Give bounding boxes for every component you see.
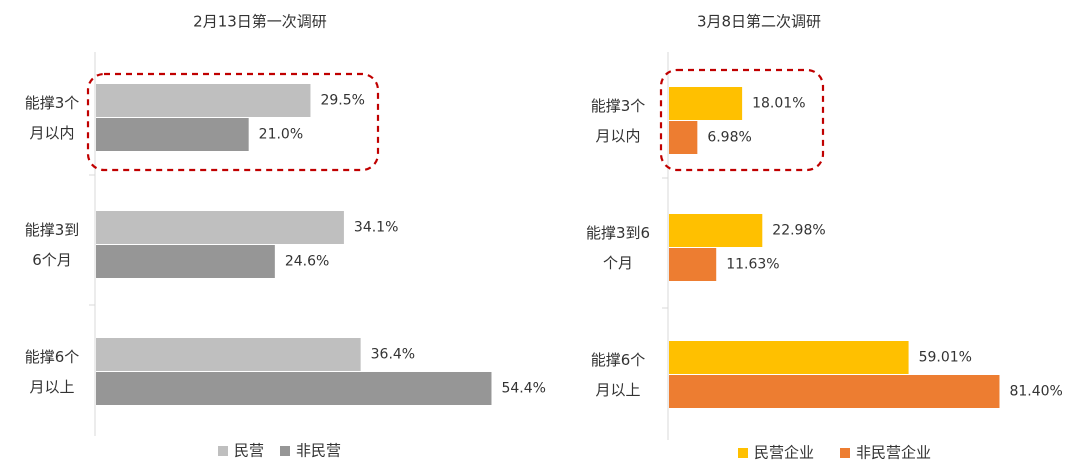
legend-swatch bbox=[280, 446, 290, 456]
data-label: 18.01% bbox=[752, 96, 805, 112]
category-label: 能撑3到 bbox=[25, 221, 80, 239]
category-label: 能撑3到6 bbox=[586, 224, 650, 242]
bar-series2 bbox=[669, 248, 717, 281]
bar-series1 bbox=[96, 338, 361, 371]
data-label: 54.4% bbox=[501, 381, 545, 397]
category-label: 6个月 bbox=[32, 251, 72, 269]
category-label: 个月 bbox=[603, 254, 633, 272]
data-label: 6.98% bbox=[707, 130, 751, 146]
data-label: 59.01% bbox=[919, 350, 972, 366]
bar-series1 bbox=[96, 211, 344, 244]
bar-series2 bbox=[669, 121, 698, 154]
bar-series2 bbox=[96, 118, 249, 151]
data-label: 34.1% bbox=[354, 220, 398, 236]
legend-label: 民营企业 bbox=[754, 444, 814, 462]
data-label: 11.63% bbox=[726, 257, 779, 273]
legend-swatch bbox=[218, 446, 228, 456]
legend-swatch bbox=[840, 448, 850, 458]
data-label: 24.6% bbox=[285, 254, 329, 270]
bar-series2 bbox=[96, 245, 275, 278]
chart-title: 2月13日第一次调研 bbox=[193, 13, 327, 31]
category-label: 能撑6个 bbox=[25, 348, 80, 366]
bar-series1 bbox=[669, 214, 763, 247]
bar-series2 bbox=[96, 372, 492, 405]
category-label: 月以内 bbox=[29, 124, 74, 142]
category-label: 能撑3个 bbox=[591, 97, 646, 115]
category-label: 能撑3个 bbox=[25, 94, 80, 112]
data-label: 21.0% bbox=[259, 127, 303, 143]
highlight-box bbox=[659, 68, 825, 172]
bar-series1 bbox=[669, 341, 909, 374]
legend-label: 非民营企业 bbox=[856, 444, 931, 462]
data-label: 81.40% bbox=[1009, 384, 1062, 400]
legend-label: 非民营 bbox=[296, 442, 341, 460]
highlight-box bbox=[86, 72, 380, 172]
chart-title: 3月8日第二次调研 bbox=[697, 13, 821, 31]
category-label: 月以上 bbox=[595, 381, 640, 399]
category-label: 月以上 bbox=[29, 378, 74, 396]
bar-series1 bbox=[669, 87, 743, 120]
bar-series2 bbox=[669, 375, 1000, 408]
legend-label: 民营 bbox=[234, 442, 264, 460]
data-label: 29.5% bbox=[320, 93, 364, 109]
legend-swatch bbox=[738, 448, 748, 458]
bar-series1 bbox=[96, 84, 311, 117]
data-label: 36.4% bbox=[371, 347, 415, 363]
category-label: 能撑6个 bbox=[591, 351, 646, 369]
data-label: 22.98% bbox=[772, 223, 825, 239]
category-label: 月以内 bbox=[595, 127, 640, 145]
